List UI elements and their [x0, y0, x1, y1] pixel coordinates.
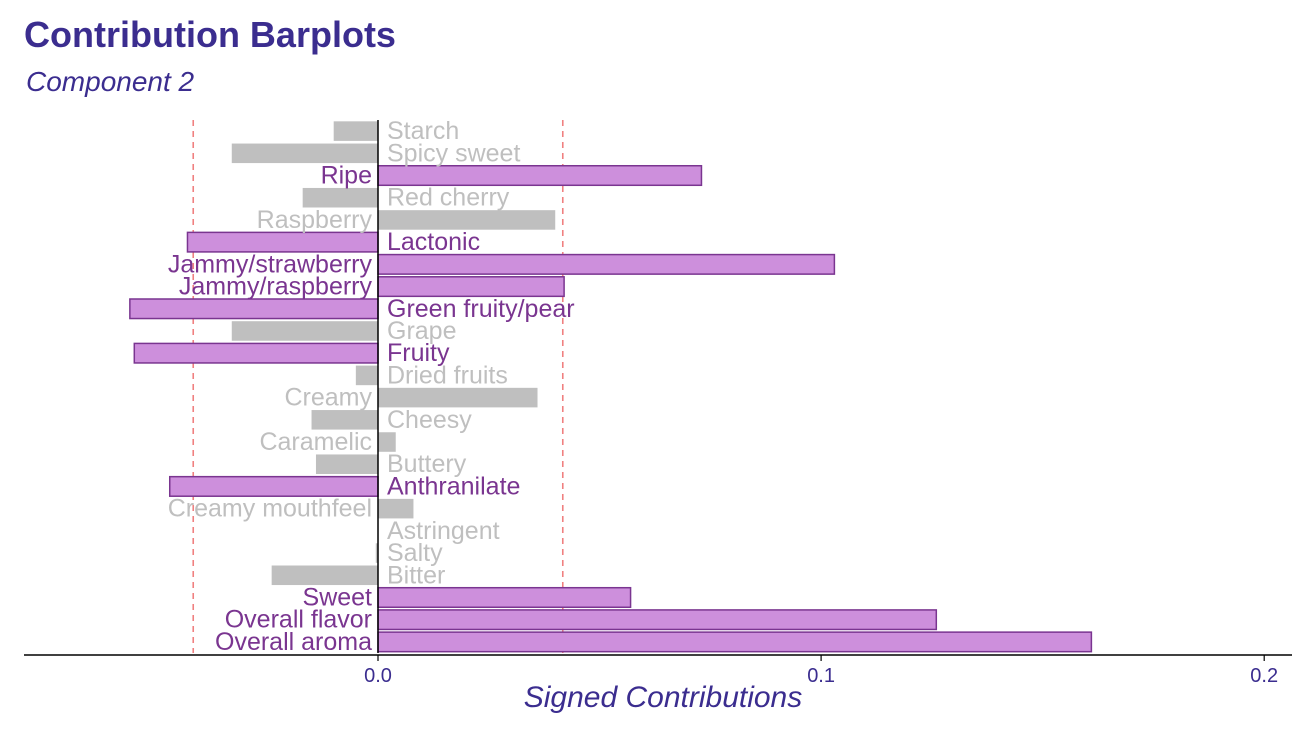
bar [377, 253, 836, 275]
bar-label: Bitter [387, 561, 445, 589]
bar-label: Astringent [387, 517, 500, 545]
bar [311, 410, 378, 430]
bar-label: Ripe [321, 162, 372, 190]
bar [315, 454, 378, 475]
bar [377, 631, 1093, 653]
bar-label: Spicy sweet [387, 139, 520, 167]
bar [378, 387, 538, 408]
bar-label: Red cherry [387, 184, 510, 212]
bar-label: Grape [387, 317, 456, 345]
bar-label: Cheesy [387, 406, 472, 434]
bar-label: Jammy/raspberry [179, 273, 373, 301]
bar [355, 365, 378, 386]
chart-title: Contribution Barplots [24, 14, 396, 55]
x-tick-label: 0.0 [364, 665, 392, 687]
x-axis: 0.0 0.1 0.2 [24, 654, 1292, 687]
bar-label: Jammy/strawberry [168, 250, 373, 278]
bar-label: Anthranilate [387, 472, 520, 500]
bar [377, 164, 703, 187]
bars [129, 121, 1093, 653]
bar [231, 321, 378, 341]
bar-label: Green fruity/pear [387, 295, 575, 323]
bar-label: Raspberry [257, 206, 373, 234]
bar-label: Lactonic [387, 228, 480, 256]
bar-label: Overall flavor [225, 606, 372, 634]
bar [377, 609, 938, 631]
bar-label: Starch [387, 117, 459, 145]
threshold-lines [192, 120, 564, 653]
bar-label: Fruity [387, 339, 450, 367]
bar [231, 143, 378, 164]
chart-subtitle: Component 2 [26, 66, 195, 97]
bar [302, 187, 378, 208]
bar [377, 586, 632, 609]
bar [378, 498, 414, 519]
bar [375, 543, 378, 563]
x-tick-label: 0.1 [807, 665, 835, 687]
bar [133, 342, 379, 364]
bar-label: Overall aroma [215, 628, 372, 656]
x-axis-label: Signed Contributions [524, 681, 803, 714]
bar [378, 432, 396, 452]
bar [378, 210, 556, 230]
x-tick-label: 0.2 [1250, 665, 1278, 687]
bar [271, 565, 378, 586]
bar [333, 121, 378, 141]
bar [377, 276, 565, 298]
bar-label: Caramelic [259, 428, 372, 456]
bar-label: Buttery [387, 450, 467, 478]
bar [168, 475, 379, 497]
bar [129, 298, 379, 320]
bar-label: Creamy mouthfeel [168, 495, 372, 523]
bar-label: Salty [387, 539, 443, 567]
bar-label: Creamy [284, 384, 372, 412]
bar-label: Dried fruits [387, 361, 508, 389]
bar [186, 231, 379, 253]
bar-label: Sweet [303, 583, 373, 611]
